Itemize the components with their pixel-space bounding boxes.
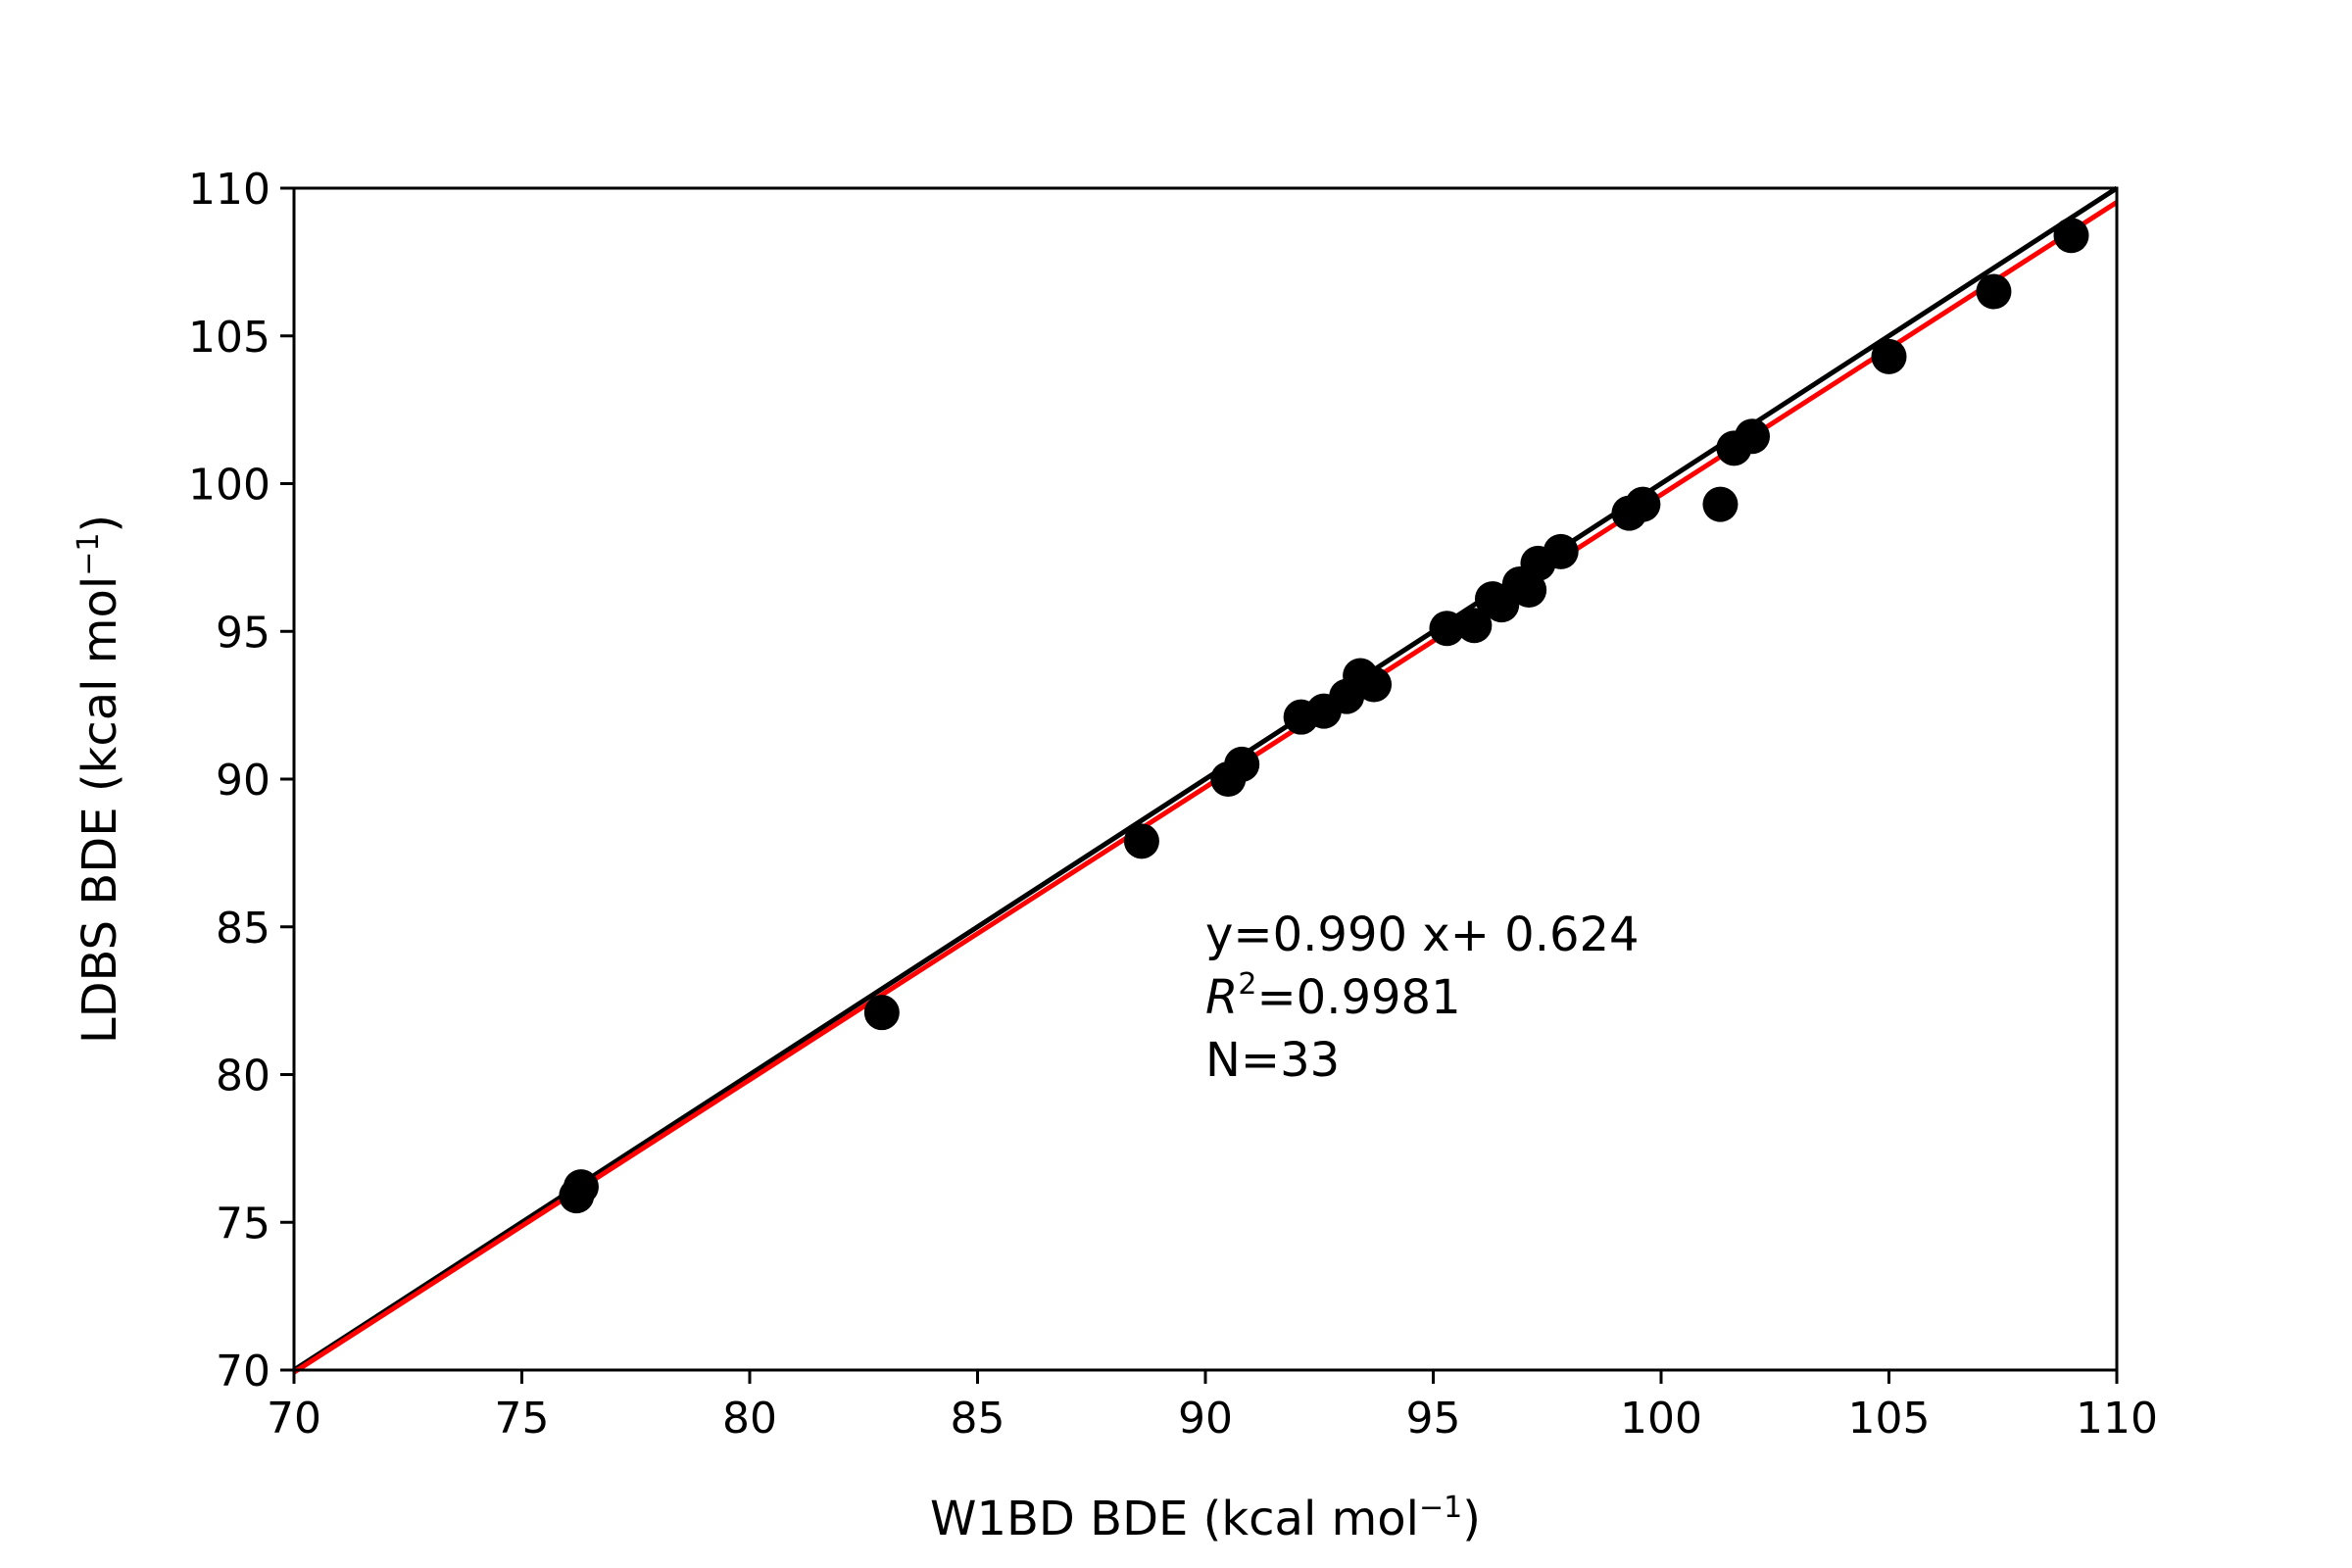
x-tick-label: 85 [951, 1394, 1005, 1444]
y-axis-ticks: 70 75 80 85 90 95 100 105 110 [188, 165, 294, 1396]
x-tick-label: 95 [1406, 1394, 1461, 1444]
x-tick-label: 105 [1848, 1394, 1931, 1444]
identity-line [292, 185, 2119, 1373]
y-tick-label: 110 [188, 165, 270, 215]
x-tick-label: 110 [2076, 1394, 2158, 1444]
data-point [1224, 746, 1260, 782]
fit-lines [292, 185, 2119, 1375]
y-tick-label: 100 [188, 461, 270, 511]
y-axis-label: LDBS BDE (kcal mol−1) [72, 514, 127, 1044]
x-axis-label: W1BD BDE (kcal mol−1) [930, 1491, 1481, 1546]
y-tick-label: 70 [216, 1347, 270, 1396]
data-point [1429, 611, 1465, 647]
data-point [1871, 338, 1907, 374]
x-tick-label: 75 [495, 1394, 550, 1444]
data-point [2053, 218, 2089, 254]
y-tick-label: 75 [216, 1199, 270, 1249]
r-squared: R2=0.9981 [1205, 967, 1461, 1025]
data-point [563, 1169, 599, 1205]
data-point [1356, 666, 1393, 703]
data-point [1123, 823, 1159, 859]
y-tick-label: 90 [216, 756, 270, 806]
fit-annotation: y=0.990 x+ 0.624 R2=0.9981 N=33 [1205, 907, 1640, 1088]
y-tick-label: 85 [216, 904, 270, 954]
x-tick-label: 70 [267, 1394, 321, 1444]
y-tick-label: 105 [188, 313, 270, 363]
y-tick-label: 80 [216, 1052, 270, 1102]
fit-equation: y=0.990 x+ 0.624 [1205, 907, 1640, 962]
x-tick-label: 100 [1620, 1394, 1702, 1444]
regression-line [292, 200, 2119, 1375]
data-point [863, 995, 900, 1031]
data-point [1702, 486, 1739, 522]
sample-count: N=33 [1205, 1033, 1340, 1088]
data-point [1625, 486, 1661, 522]
data-points [559, 218, 2089, 1214]
y-tick-label: 95 [216, 608, 270, 658]
x-tick-label: 80 [722, 1394, 777, 1444]
x-tick-label: 90 [1178, 1394, 1233, 1444]
data-point [1511, 572, 1547, 609]
data-point [1543, 533, 1579, 569]
data-point [1735, 418, 1770, 455]
data-point [1456, 608, 1493, 644]
data-point [1976, 273, 2012, 310]
x-axis-ticks: 70 75 80 85 90 95 100 105 110 [267, 1370, 2158, 1444]
